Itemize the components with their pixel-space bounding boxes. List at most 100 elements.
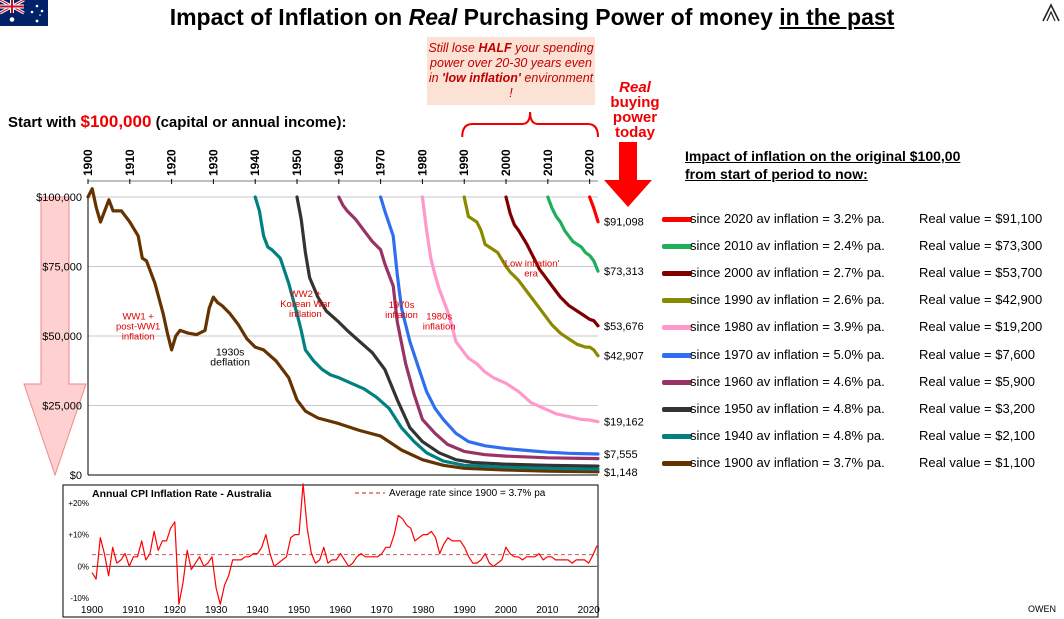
real-buying-power-label: Real buying power today [610, 79, 660, 141]
chart-annotation: 1970s [389, 300, 415, 311]
legend-value: Real value = $42,900 [919, 292, 1043, 308]
inset-x-tick-label: 1920 [164, 605, 187, 616]
chart-annotation: deflation [210, 356, 250, 368]
x-tick-label: 1930 [206, 149, 220, 176]
chart-annotation: 'Low inflation' [503, 259, 560, 270]
legend-swatch [662, 271, 692, 277]
legend-value: Real value = $7,600 [919, 346, 1036, 362]
chart-annotation: WW1 + [122, 311, 154, 322]
series-line [546, 195, 600, 273]
legend-label: since 1960 av inflation = 4.6% pa. [690, 373, 885, 389]
legend-item: since 1940 av inflation = 4.8% pa. Real v… [662, 428, 1062, 448]
legend-label: since 1980 av inflation = 3.9% pa. [690, 319, 885, 335]
legend-value: Real value = $2,100 [919, 427, 1036, 443]
inset-y-tick-label: +10% [68, 531, 89, 540]
series-line [587, 195, 600, 224]
x-tick-label: 1970 [374, 149, 388, 176]
x-tick-label: 1960 [332, 149, 346, 176]
legend-swatch [662, 217, 692, 222]
legend-item: since 1900 av inflation = 3.7% pa. Real v… [662, 455, 1062, 475]
inset-y-tick-label: +20% [68, 499, 89, 508]
y-tick-label: $75,000 [42, 262, 82, 274]
legend-item: since 1950 av inflation = 4.8% pa. Real v… [662, 401, 1062, 421]
legend-item: since 2000 av inflation = 2.7% pa. Real v… [662, 265, 1062, 285]
chart-annotation: inflation [289, 309, 322, 320]
y-tick-label: $50,000 [42, 331, 82, 343]
inset-x-tick-label: 1930 [205, 605, 228, 616]
legend-swatch [662, 298, 692, 304]
chart-annotation: inflation [122, 331, 155, 342]
owen-credit: OWEN [1028, 604, 1056, 614]
legend-item: since 1990 av inflation = 2.6% pa. Real v… [662, 292, 1062, 312]
inset-chart: Annual CPI Inflation Rate - Australia Ave… [62, 483, 601, 618]
series-line [86, 187, 600, 474]
legend-value: Real value = $53,700 [919, 265, 1043, 281]
x-tick-label: 1910 [123, 149, 137, 176]
start-amount: $100,000 [80, 112, 152, 131]
legend-value: Real value = $19,200 [919, 319, 1043, 335]
inset-x-tick-label: 1990 [453, 605, 476, 616]
page-title: Impact of Inflation on Real Purchasing P… [169, 4, 895, 30]
inset-frame [62, 484, 599, 618]
inset-y-tick-label: 0% [77, 562, 89, 571]
inset-x-tick-label: 1950 [288, 605, 311, 616]
legend-swatch [662, 460, 692, 466]
down-arrow-icon [23, 196, 87, 477]
legend-item: since 1970 av inflation = 5.0% pa. Real v… [662, 347, 1062, 367]
inset-y-tick-label: -10% [70, 594, 89, 603]
end-value-label: $1,148 [604, 467, 638, 479]
end-value-label: $73,313 [604, 266, 644, 278]
legend-label: since 1950 av inflation = 4.8% pa. [690, 400, 885, 416]
series-line [253, 195, 600, 471]
legend-value: Real value = $91,100 [919, 211, 1043, 226]
chart-annotation: era [524, 269, 538, 280]
legend-label: since 1900 av inflation = 3.7% pa. [690, 454, 885, 470]
legend-swatch [662, 433, 692, 439]
chart-annotation: 1930s [216, 346, 245, 358]
series-line [420, 195, 600, 424]
end-value-label: $91,098 [604, 217, 644, 229]
x-tick-label: 1940 [248, 149, 262, 176]
chart-annotation: 1980s [426, 311, 452, 322]
x-tick-label: 2000 [499, 149, 513, 176]
chart-annotation: inflation [385, 310, 418, 321]
series-line [462, 195, 600, 358]
australia-flag-icon [0, 0, 48, 31]
chart-annotation: inflation [423, 321, 456, 332]
legend-label: since 2010 av inflation = 2.4% pa. [690, 238, 885, 254]
series-line [337, 195, 600, 461]
inset-x-tick-label: 1970 [371, 605, 394, 616]
x-tick-label: 2020 [583, 149, 597, 176]
chart-annotation: Korean War [280, 299, 330, 310]
inset-x-tick-label: 1980 [412, 605, 435, 616]
start-amount-label: Start with $100,000 (capital or annual i… [8, 112, 347, 131]
series-line [379, 195, 600, 456]
legend-label: since 2020 av inflation = 3.2% pa. [690, 211, 885, 226]
end-value-label: $7,555 [604, 449, 638, 461]
inset-x-tick-label: 2020 [578, 605, 601, 616]
x-tick-label: 1990 [457, 149, 471, 176]
x-tick-label: 1900 [81, 149, 95, 176]
x-tick-label: 1920 [165, 149, 179, 176]
end-value-label: $53,676 [604, 321, 644, 333]
legend-label: since 2000 av inflation = 2.7% pa. [690, 265, 885, 281]
x-tick-label: 2010 [541, 149, 555, 176]
owen-logo-icon [1040, 2, 1062, 29]
legend-title: Impact of inflation on the original $100… [685, 148, 961, 182]
end-value-label: $19,162 [604, 417, 644, 429]
legend-swatch [662, 406, 692, 412]
legend-item: since 2010 av inflation = 2.4% pa. Real v… [662, 238, 1062, 258]
legend-value: Real value = $73,300 [919, 238, 1043, 254]
inset-x-tick-label: 1940 [246, 605, 269, 616]
y-tick-label: $25,000 [42, 401, 82, 413]
x-tick-label: 1980 [415, 149, 429, 176]
legend-item: since 2020 av inflation = 3.2% pa. Real v… [662, 211, 1062, 231]
legend-label: since 1990 av inflation = 2.6% pa. [690, 292, 885, 308]
end-value-label: $42,907 [604, 351, 644, 363]
inset-x-tick-label: 1960 [329, 605, 352, 616]
inflation-line [91, 483, 598, 605]
legend-label: since 1940 av inflation = 4.8% pa. [690, 427, 885, 443]
callout-box: Still lose HALF your spending power over… [427, 37, 595, 105]
series-line [295, 195, 600, 468]
